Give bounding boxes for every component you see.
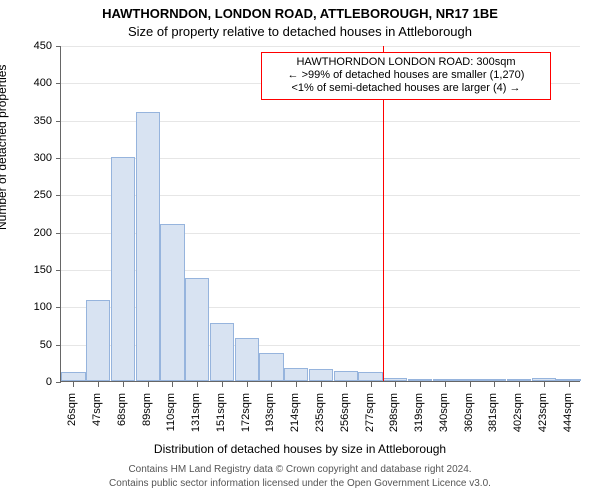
x-tick	[197, 382, 198, 387]
y-tick-label: 250	[34, 189, 52, 201]
histogram-bar	[61, 372, 85, 381]
x-tick-label: 110sqm	[165, 393, 177, 443]
x-tick	[395, 382, 396, 387]
y-tick-label: 450	[34, 40, 52, 52]
y-tick-label: 300	[34, 152, 52, 164]
x-tick-label: 319sqm	[413, 393, 425, 443]
grid-line	[61, 46, 580, 47]
chart-title-line1: HAWTHORNDON, LONDON ROAD, ATTLEBOROUGH, …	[0, 6, 600, 21]
x-tick	[470, 382, 471, 387]
histogram-bar	[482, 379, 506, 381]
x-tick	[494, 382, 495, 387]
x-tick-label: 423sqm	[537, 393, 549, 443]
x-tick	[445, 382, 446, 387]
x-tick-label: 340sqm	[438, 393, 450, 443]
annotation-box: HAWTHORNDON LONDON ROAD: 300sqm← >99% of…	[261, 52, 551, 100]
x-tick	[271, 382, 272, 387]
y-tick-label: 200	[34, 227, 52, 239]
histogram-bar	[86, 300, 110, 381]
x-tick-label: 298sqm	[388, 393, 400, 443]
footer-line2: Contains public sector information licen…	[0, 478, 600, 489]
x-tick-label: 381sqm	[487, 393, 499, 443]
x-tick-label: 151sqm	[215, 393, 227, 443]
x-tick-label: 26sqm	[66, 393, 78, 443]
plot-area: HAWTHORNDON LONDON ROAD: 300sqm← >99% of…	[60, 46, 580, 382]
histogram-bar	[235, 338, 259, 381]
histogram-bar	[334, 371, 358, 381]
x-tick	[222, 382, 223, 387]
y-tick	[56, 83, 61, 84]
x-tick	[247, 382, 248, 387]
x-tick-label: 256sqm	[339, 393, 351, 443]
x-tick	[321, 382, 322, 387]
histogram-bar	[210, 323, 234, 381]
x-axis-label: Distribution of detached houses by size …	[0, 442, 600, 456]
y-tick-label: 150	[34, 264, 52, 276]
x-tick	[371, 382, 372, 387]
x-tick	[98, 382, 99, 387]
x-tick	[544, 382, 545, 387]
x-tick-label: 131sqm	[190, 393, 202, 443]
chart-title-line2: Size of property relative to detached ho…	[0, 24, 600, 39]
histogram-bar	[532, 378, 556, 381]
footer-line1: Contains HM Land Registry data © Crown c…	[0, 464, 600, 475]
x-tick-label: 68sqm	[116, 393, 128, 443]
annotation-line: <1% of semi-detached houses are larger (…	[265, 82, 547, 95]
x-tick-label: 235sqm	[314, 393, 326, 443]
histogram-bar	[259, 353, 283, 381]
x-tick-label: 214sqm	[289, 393, 301, 443]
histogram-bar	[408, 379, 432, 381]
x-tick-label: 193sqm	[264, 393, 276, 443]
x-tick-label: 47sqm	[91, 393, 103, 443]
histogram-bar	[507, 379, 531, 381]
y-tick	[56, 345, 61, 346]
histogram-bar	[136, 112, 160, 381]
y-tick	[56, 382, 61, 383]
x-tick-label: 402sqm	[512, 393, 524, 443]
histogram-bar	[358, 372, 382, 381]
histogram-bar	[284, 368, 308, 381]
x-tick	[519, 382, 520, 387]
y-tick	[56, 307, 61, 308]
y-tick	[56, 270, 61, 271]
y-tick-label: 50	[40, 339, 52, 351]
histogram-bar	[111, 157, 135, 381]
histogram-bar	[383, 378, 407, 381]
y-tick	[56, 233, 61, 234]
y-tick	[56, 121, 61, 122]
y-tick-label: 350	[34, 115, 52, 127]
y-tick	[56, 158, 61, 159]
x-tick-label: 172sqm	[240, 393, 252, 443]
histogram-bar	[309, 369, 333, 381]
histogram-bar	[433, 379, 457, 381]
x-tick-label: 277sqm	[364, 393, 376, 443]
histogram-bar	[185, 278, 209, 381]
x-tick	[420, 382, 421, 387]
x-tick-label: 360sqm	[463, 393, 475, 443]
histogram-bar	[556, 379, 580, 381]
y-tick-label: 400	[34, 77, 52, 89]
y-tick-label: 100	[34, 301, 52, 313]
annotation-line: ← >99% of detached houses are smaller (1…	[265, 69, 547, 82]
x-tick	[296, 382, 297, 387]
x-tick	[148, 382, 149, 387]
y-tick	[56, 46, 61, 47]
y-tick-label: 0	[46, 376, 52, 388]
x-tick	[123, 382, 124, 387]
y-axis-label: Number of detached properties	[0, 65, 9, 230]
x-tick-label: 89sqm	[141, 393, 153, 443]
histogram-bar	[160, 224, 184, 381]
x-tick	[172, 382, 173, 387]
x-tick	[569, 382, 570, 387]
x-tick	[346, 382, 347, 387]
annotation-line: HAWTHORNDON LONDON ROAD: 300sqm	[265, 56, 547, 69]
x-tick	[73, 382, 74, 387]
x-tick-label: 444sqm	[562, 393, 574, 443]
y-tick	[56, 195, 61, 196]
histogram-bar	[457, 379, 481, 381]
